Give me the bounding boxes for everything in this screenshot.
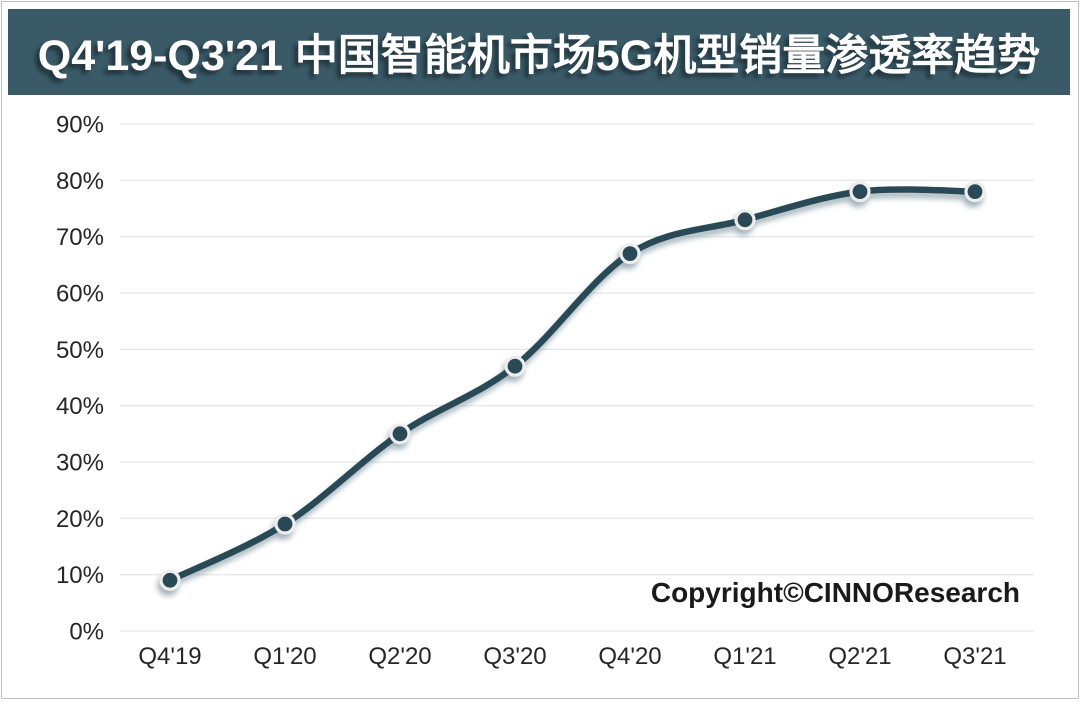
data-point-marker [849,180,871,203]
x-axis-tick-label: Q1'20 [253,643,316,670]
gridlines [120,123,1034,632]
x-axis-tick-label: Q1'21 [713,643,776,670]
copyright-text: Copyright©CINNOResearch [651,577,1020,608]
x-axis-tick-label: Q4'19 [138,643,201,670]
y-axis-tick-label: 60% [56,281,104,308]
x-axis-labels: Q4'19 Q1'20 Q2'20 Q3'20 Q4'20 Q1'21 Q2'21 Q3'21 [138,643,1006,670]
x-axis-tick-label: Q3'20 [483,643,546,670]
data-point-marker [274,513,296,535]
data-point-marker [159,569,181,591]
y-axis-tick-label: 50% [56,337,104,364]
data-point-marker [504,355,526,377]
line-chart: 0% 10% 20% 30% 40% 50% 60% 70% 80% 90% Q4'19 Q1'20… [56,112,1034,670]
y-axis-tick-label: 30% [56,450,104,477]
y-axis-tick-label: 20% [56,506,104,533]
data-point-marker [964,180,986,203]
y-axis-labels: 0% 10% 20% 30% 40% 50% 60% 70% 80% 90% [56,112,104,646]
y-axis-tick-label: 90% [56,112,104,139]
y-axis-tick-label: 10% [56,562,104,589]
x-axis-tick-label: Q2'21 [828,643,891,670]
chart-title: Q4'19-Q3'21 中国智能机市场5G机型销量渗透率趋势 [37,32,1041,80]
trend-line [166,186,979,584]
data-point-marker [389,423,411,445]
y-axis-tick-label: 40% [56,393,104,420]
y-axis-tick-label: 0% [69,619,104,646]
x-axis-tick-label: Q3'21 [943,643,1006,670]
data-point-marker [619,243,641,265]
data-series [159,180,986,591]
chart-title-bar: Q4'19-Q3'21 中国智能机市场5G机型销量渗透率趋势 [8,9,1070,95]
y-axis-tick-label: 70% [56,224,104,251]
x-axis-tick-label: Q4'20 [598,643,661,670]
data-point-marker [734,209,756,231]
y-axis-tick-label: 80% [56,168,104,195]
x-axis-tick-label: Q2'20 [368,643,431,670]
